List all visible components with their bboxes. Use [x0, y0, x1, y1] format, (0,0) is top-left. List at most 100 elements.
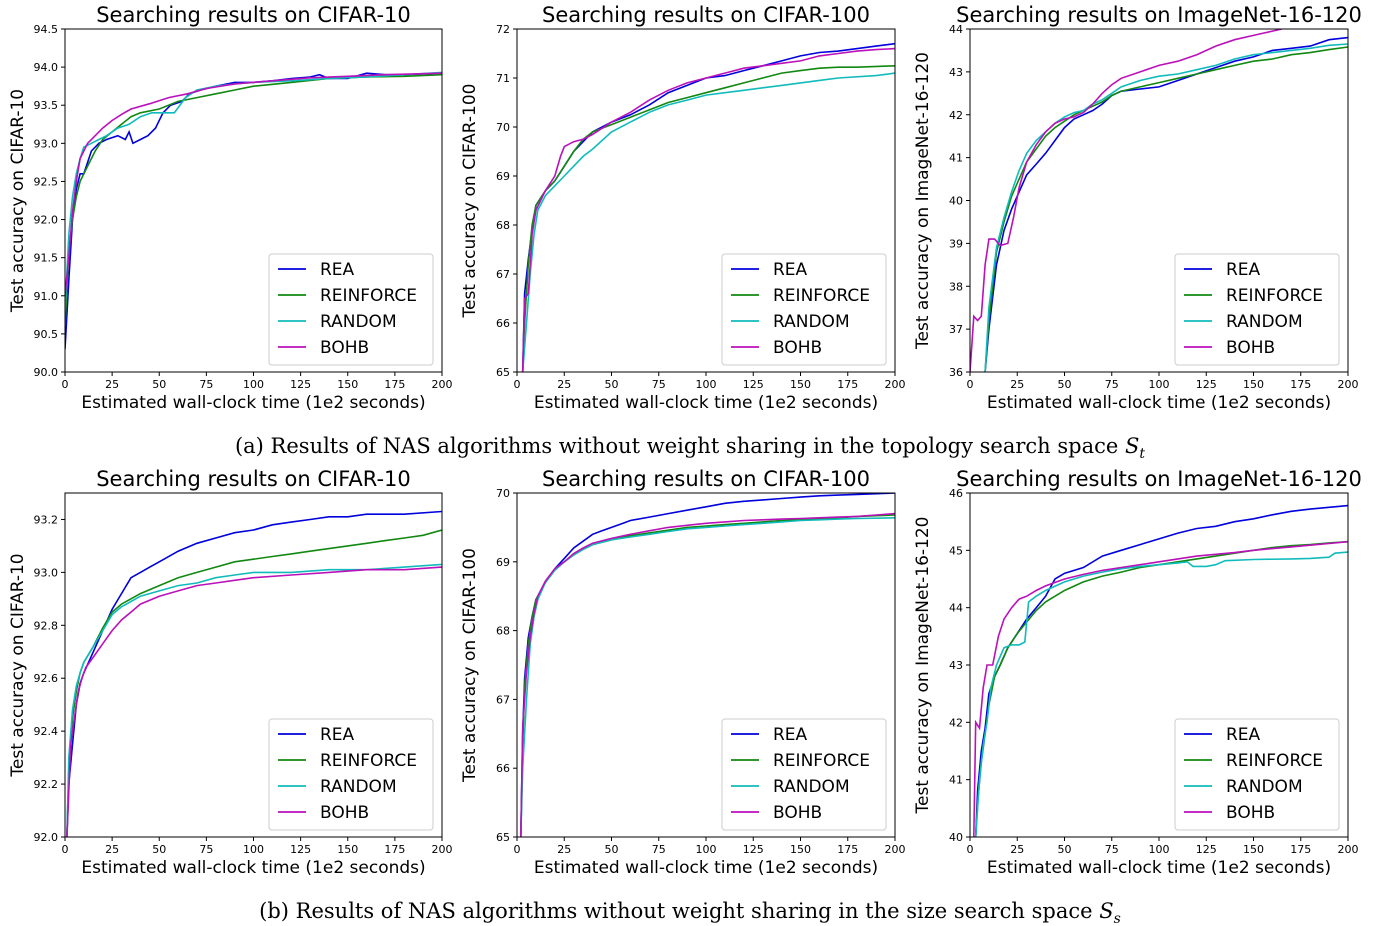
- x-tick-label: 50: [605, 378, 619, 391]
- x-tick-label: 150: [790, 378, 811, 391]
- legend-label-bohb: BOHB: [1226, 803, 1275, 823]
- legend-label-rea: REA: [320, 725, 355, 745]
- x-tick-label: 175: [837, 843, 858, 856]
- y-tick-label: 93.5: [34, 99, 59, 112]
- x-tick-label: 0: [967, 843, 974, 856]
- x-tick-label: 50: [152, 378, 166, 391]
- y-tick-label: 40: [949, 831, 963, 844]
- x-tick-label: 0: [514, 843, 521, 856]
- chart-title: Searching results on CIFAR-100: [542, 3, 870, 27]
- legend-label-reinforce: REINFORCE: [320, 751, 417, 771]
- x-tick-label: 100: [1149, 378, 1170, 391]
- x-tick-label: 25: [105, 378, 119, 391]
- legend-box: [1174, 253, 1340, 366]
- x-tick-label: 75: [199, 843, 213, 856]
- chart-title: Searching results on CIFAR-10: [96, 3, 411, 27]
- y-tick-label: 40: [949, 195, 963, 208]
- legend-box: [1174, 718, 1340, 831]
- x-tick-label: 125: [290, 843, 311, 856]
- x-tick-label: 50: [1058, 843, 1072, 856]
- series-line-reinforce: [65, 73, 442, 327]
- x-axis-label: Estimated wall-clock time (1e2 seconds): [534, 393, 878, 413]
- legend: REA REINFORCE RANDOM BOHB: [1174, 253, 1340, 366]
- y-tick-label: 65: [496, 366, 510, 379]
- chart-title: Searching results on ImageNet-16-120: [956, 3, 1362, 27]
- y-axis-label: Test accuracy on CIFAR-100: [460, 548, 480, 783]
- x-tick-label: 100: [243, 378, 264, 391]
- y-tick-label: 70: [496, 487, 510, 500]
- y-tick-label: 39: [949, 237, 963, 250]
- y-tick-label: 94.5: [34, 23, 59, 36]
- x-tick-label: 125: [1196, 843, 1217, 856]
- legend-label-rea: REA: [773, 260, 808, 280]
- chart-title: Searching results on ImageNet-16-120: [956, 467, 1362, 491]
- y-tick-label: 66: [496, 317, 510, 330]
- y-tick-label: 45: [949, 544, 963, 557]
- x-tick-label: 175: [384, 843, 405, 856]
- caption-a-symbol: S: [1125, 434, 1139, 458]
- x-tick-label: 75: [1105, 843, 1119, 856]
- y-tick-label: 92.2: [34, 778, 59, 791]
- legend: REA REINFORCE RANDOM BOHB: [1174, 718, 1340, 831]
- y-tick-label: 91.0: [34, 290, 59, 303]
- legend-label-reinforce: REINFORCE: [1226, 751, 1323, 771]
- y-tick-label: 69: [496, 556, 510, 569]
- legend-box: [268, 253, 434, 366]
- y-tick-label: 92.4: [34, 725, 59, 738]
- x-tick-label: 150: [790, 843, 811, 856]
- y-tick-label: 43: [949, 66, 963, 79]
- chart-title: Searching results on CIFAR-10: [96, 467, 411, 491]
- caption-b-text: (b) Results of NAS algorithms without we…: [259, 899, 1099, 923]
- y-tick-label: 92.8: [34, 619, 59, 632]
- x-tick-label: 175: [1290, 843, 1311, 856]
- series-line-bohb: [970, 29, 1282, 372]
- y-tick-label: 66: [496, 762, 510, 775]
- legend-label-rea: REA: [1226, 260, 1261, 280]
- caption-a: (a) Results of NAS algorithms without we…: [235, 434, 1145, 462]
- legend-label-bohb: BOHB: [1226, 338, 1275, 358]
- x-tick-label: 125: [290, 378, 311, 391]
- x-axis-label: Estimated wall-clock time (1e2 seconds): [987, 393, 1331, 413]
- legend-label-reinforce: REINFORCE: [773, 286, 870, 306]
- y-tick-label: 92.0: [34, 214, 59, 227]
- series-line-random: [521, 72, 895, 372]
- y-tick-label: 91.5: [34, 252, 59, 265]
- y-tick-label: 90.0: [34, 366, 59, 379]
- x-tick-label: 25: [1010, 843, 1024, 856]
- x-tick-label: 0: [967, 378, 974, 391]
- series-line-reinforce: [521, 65, 895, 372]
- x-tick-label: 75: [1105, 378, 1119, 391]
- series-line-bohb: [65, 72, 442, 296]
- x-tick-label: 200: [432, 378, 453, 391]
- x-tick-label: 50: [152, 843, 166, 856]
- x-tick-label: 100: [1149, 843, 1170, 856]
- y-tick-label: 42: [949, 109, 963, 122]
- y-tick-label: 92.5: [34, 175, 59, 188]
- x-tick-label: 125: [743, 378, 764, 391]
- x-tick-label: 25: [1010, 378, 1024, 391]
- caption-b-subscript: s: [1114, 911, 1121, 926]
- legend-label-random: RANDOM: [1226, 312, 1303, 332]
- legend-label-reinforce: REINFORCE: [1226, 286, 1323, 306]
- x-tick-label: 50: [605, 843, 619, 856]
- x-tick-label: 25: [557, 843, 571, 856]
- chart-1: 0 25 50 75 100 125 150 175 200 90.0 90.5 91.0 91.5 92…: [8, 3, 453, 413]
- x-tick-label: 175: [1290, 378, 1311, 391]
- series-line-bohb: [521, 47, 895, 372]
- x-tick-label: 100: [696, 378, 717, 391]
- y-axis-label: Test accuracy on CIFAR-10: [8, 553, 28, 777]
- y-tick-label: 92.0: [34, 831, 59, 844]
- x-axis-label: Estimated wall-clock time (1e2 seconds): [81, 393, 425, 413]
- y-tick-label: 67: [496, 268, 510, 281]
- y-tick-label: 41: [949, 152, 963, 165]
- legend-label-random: RANDOM: [320, 312, 397, 332]
- series-line-random: [974, 551, 1348, 837]
- series-line-bohb: [66, 566, 442, 837]
- chart-2: 0 25 50 75 100 125 150 175 200 65 66 67 68 69 70 71 72 Se…: [460, 3, 906, 413]
- chart-4: 0 25 50 75 100 125 150 175 200 92.0 92.2 92.4 92.6 92…: [8, 467, 453, 878]
- y-tick-label: 65: [496, 831, 510, 844]
- x-tick-label: 200: [885, 378, 906, 391]
- legend-label-bohb: BOHB: [320, 338, 369, 358]
- legend-label-bohb: BOHB: [320, 803, 369, 823]
